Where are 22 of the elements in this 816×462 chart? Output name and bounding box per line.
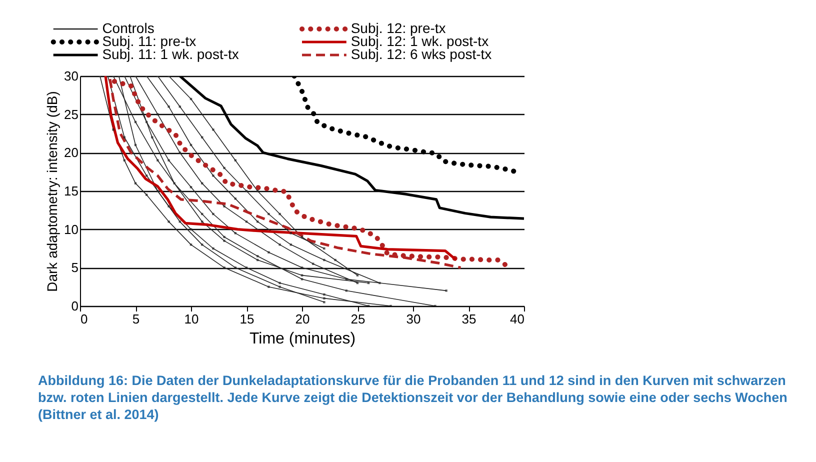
y-tick-label: 20	[64, 145, 78, 160]
x-axis-title: Time (minutes)	[249, 330, 356, 348]
y-tick-label: 15	[64, 184, 78, 198]
y-tick-label: 30	[64, 68, 78, 84]
legend-label: Controls	[102, 20, 154, 36]
x-tick-label: 20	[295, 312, 310, 326]
x-tick-label: 15	[240, 312, 254, 326]
y-tick-label: 0	[71, 298, 78, 314]
y-tick-label: 5	[71, 260, 78, 276]
y-tick-label: 25	[64, 106, 78, 122]
legend-label: Subj. 11: pre-tx	[102, 33, 196, 49]
y-axis-title: Dark adaptometry: intensity (dB)	[44, 91, 60, 292]
y-tick-label: 10	[64, 222, 78, 237]
x-tick-label: 25	[350, 312, 366, 326]
x-tick-label: 30	[406, 312, 421, 326]
text: Abbildung 16: Die Daten der Dunkeladaptationskurve für die Probanden 11 und 12 sind in den Kurven mit schwarzen bzw. roten Linien dargestellt. Jede Kurve zeigt die Detektionszeit vor der Behandlung sowie eine oder sechs Wochen (Bittner et al. 2014)	[38, 372, 788, 423]
x-tick-label: 35	[462, 312, 476, 326]
x-tick-label: 5	[132, 312, 140, 326]
x-tick-label: 40	[510, 312, 524, 326]
x-tick-label: 0	[80, 312, 88, 326]
legend-label: Subj. 12: pre-tx	[350, 20, 446, 36]
x-tick-label: 10	[184, 312, 199, 326]
